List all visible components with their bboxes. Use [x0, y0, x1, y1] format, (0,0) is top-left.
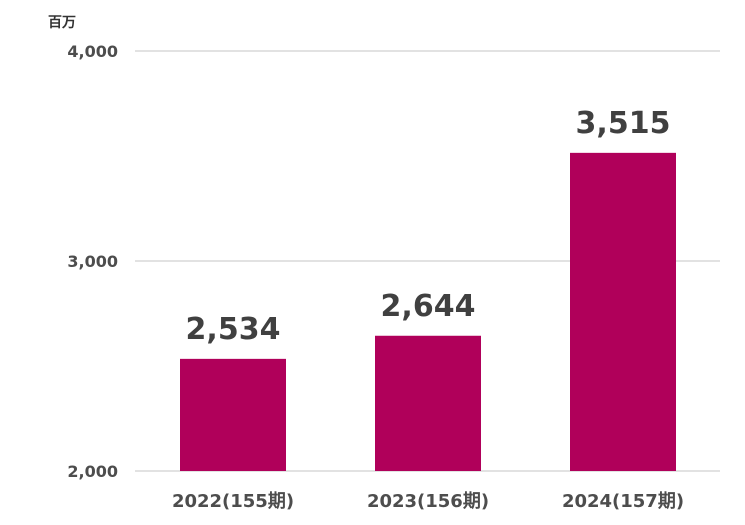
bar [180, 358, 286, 471]
bar-value-label: 2,644 [381, 289, 476, 324]
y-tick-label: 2,000 [67, 462, 118, 481]
bar-value-label: 3,515 [576, 106, 671, 141]
y-tick-label: 4,000 [67, 42, 118, 61]
x-tick-label: 2024(157期) [562, 491, 684, 512]
data-labels: 2,534 2,644 3,515 [186, 106, 671, 347]
y-tick-label: 3,000 [67, 252, 118, 271]
bar [570, 152, 676, 471]
bars [180, 152, 676, 471]
bar-value-label: 2,534 [186, 312, 281, 347]
x-axis-tick-labels: 2022(155期) 2023(156期) 2024(157期) [172, 491, 684, 512]
y-axis-unit-label: 百万 [48, 15, 76, 31]
bar [375, 335, 481, 471]
y-axis-tick-labels: 2,000 3,000 4,000 [67, 42, 118, 481]
x-tick-label: 2023(156期) [367, 491, 489, 512]
x-tick-label: 2022(155期) [172, 491, 294, 512]
